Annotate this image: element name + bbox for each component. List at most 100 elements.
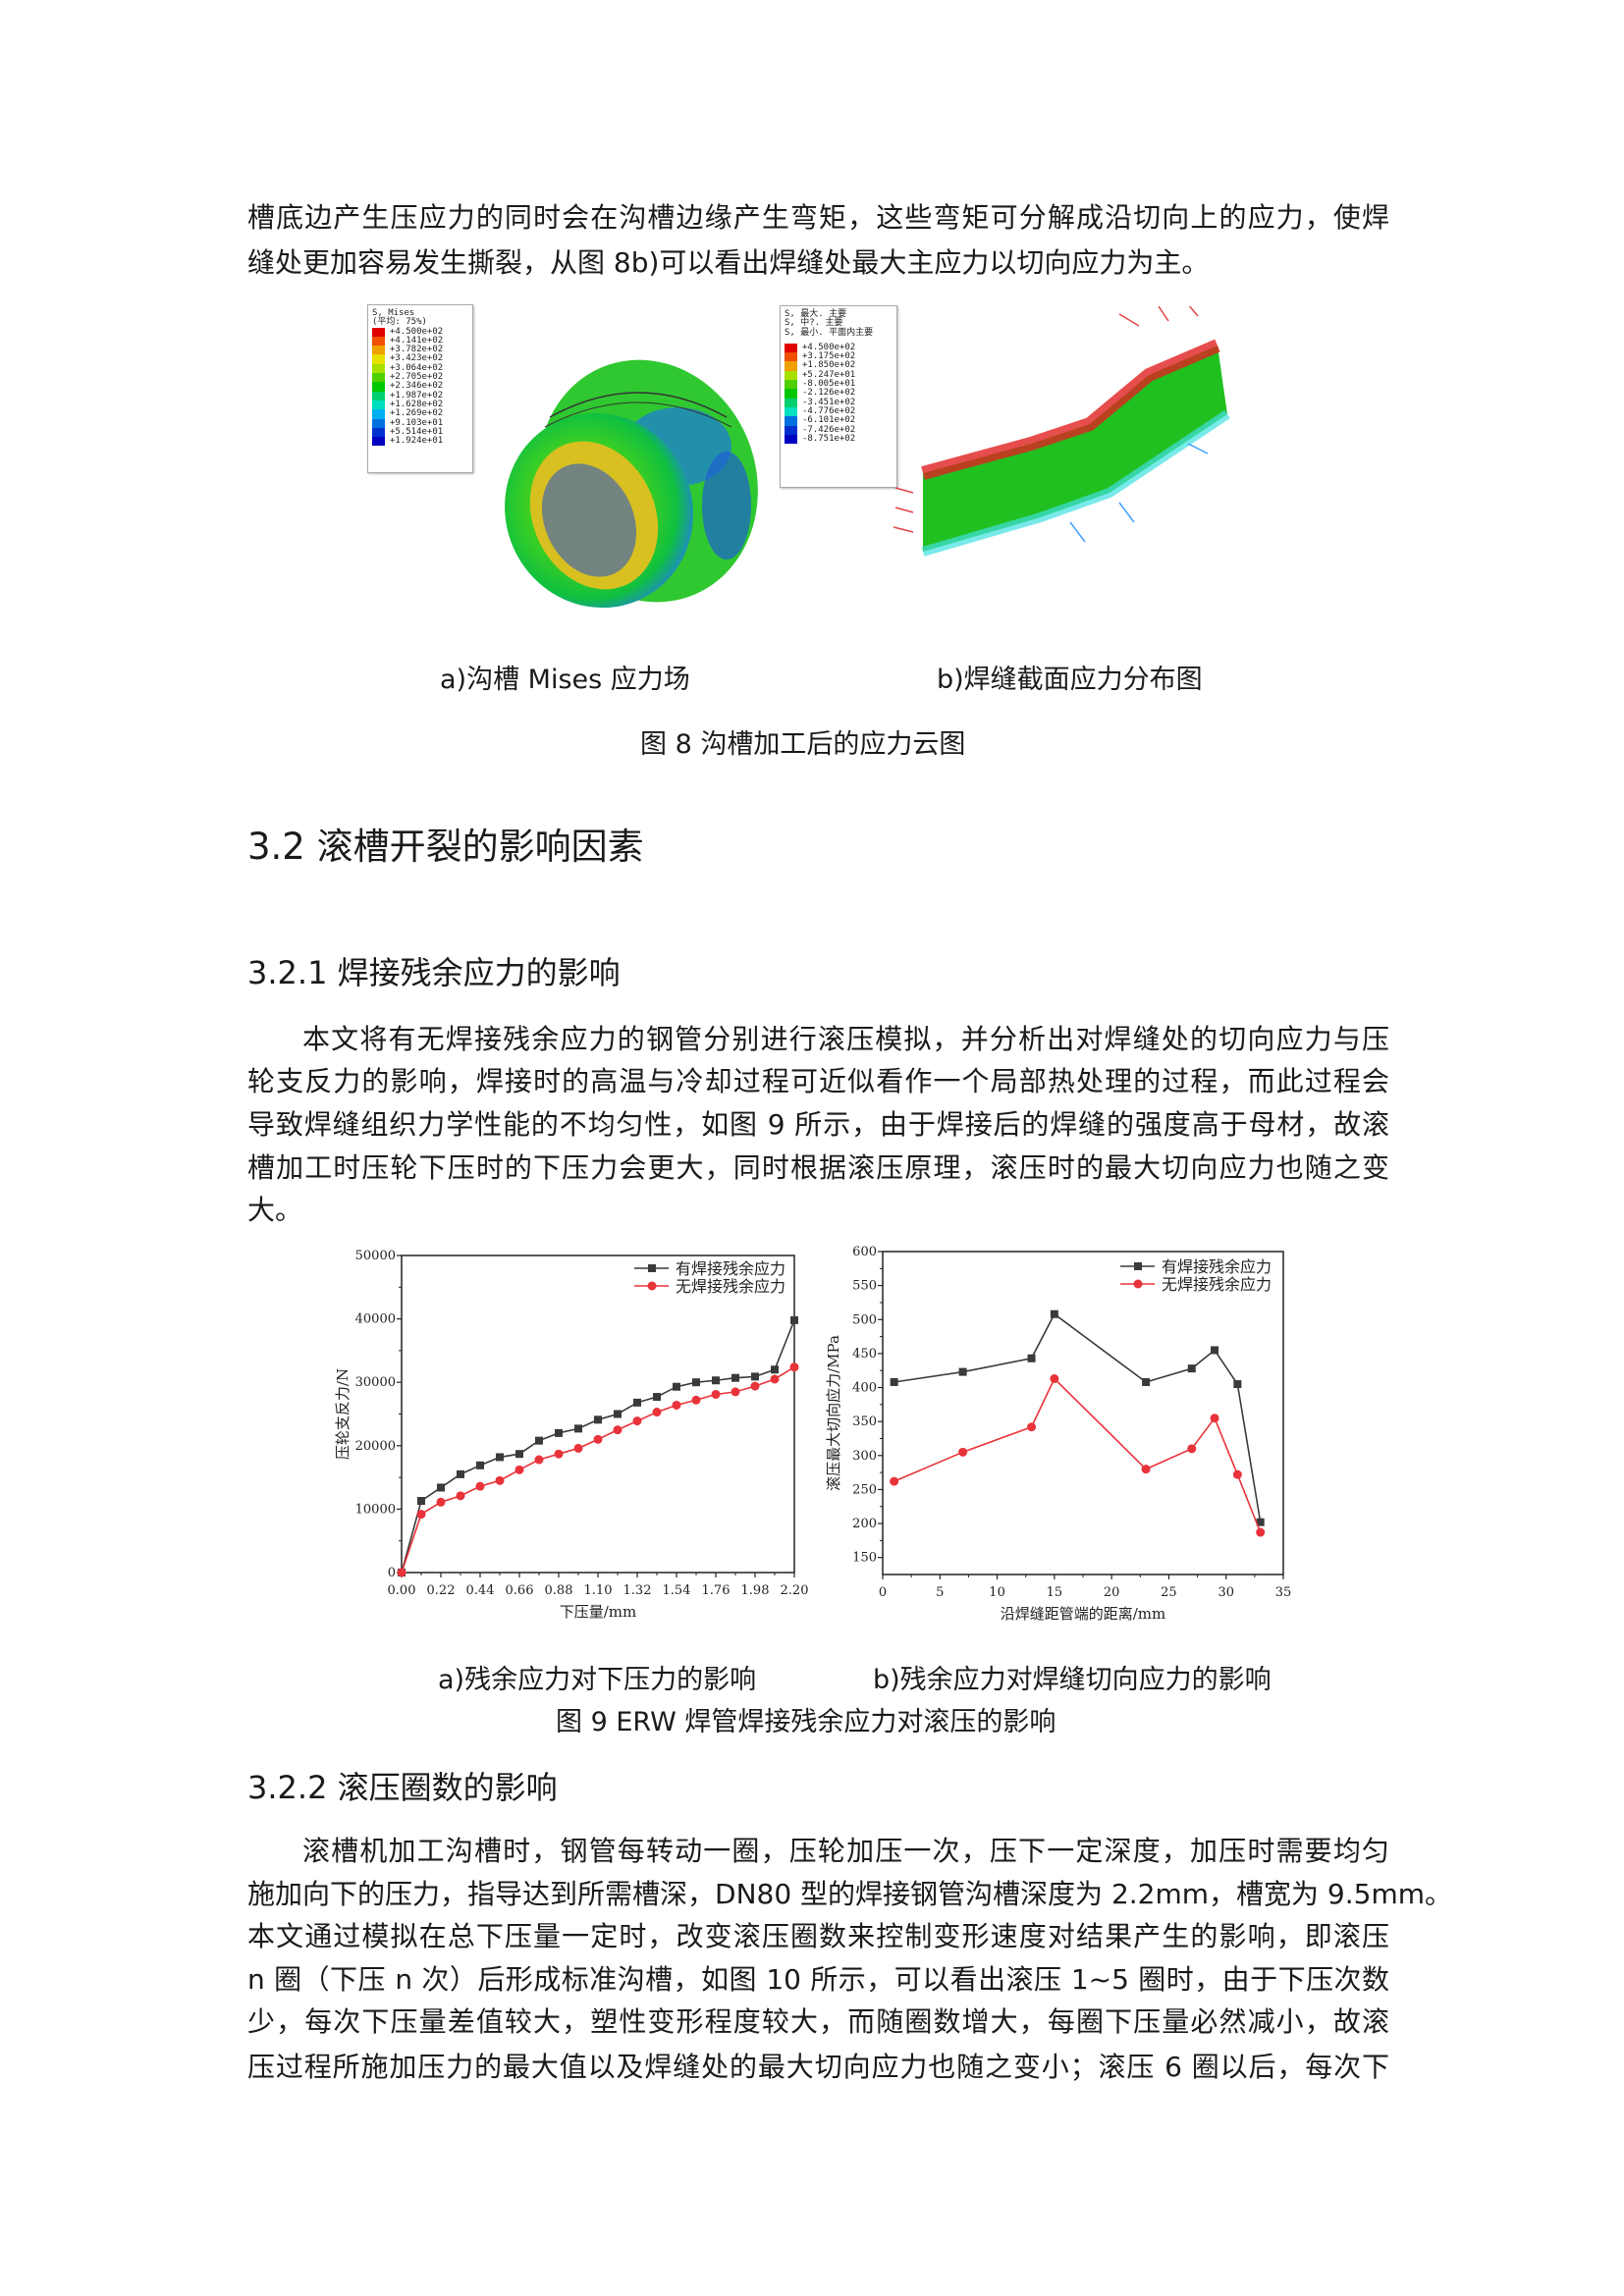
legend-value: +2.346e+02: [390, 381, 444, 392]
legend-row: -7.426e+02: [785, 424, 893, 435]
paragraph-line: 本文通过模拟在总下压量一定时，改变滚压圈数来控制变形速度对结果产生的影响，即滚压: [247, 1920, 1389, 1952]
data-point-square: [771, 1365, 779, 1374]
legend-swatch: [785, 406, 797, 417]
paragraph-line: 少，每次下压量差值较大，塑性变形程度较大，而随圈数增大，每圈下压量必然减小，故滚: [247, 2005, 1389, 2038]
paragraph-line: 槽加工时压轮下压时的下压力会更大，同时根据滚压原理，滚压时的最大切向应力也随之变: [247, 1151, 1389, 1184]
data-point-circle: [1027, 1422, 1037, 1432]
groove-mises-contour-image: [505, 359, 758, 609]
y-tick-label: 450: [852, 1347, 877, 1362]
x-tick-label: 0.00: [388, 1583, 416, 1598]
data-point-square: [1027, 1354, 1036, 1362]
series-line: [893, 1377, 1262, 1533]
data-point-circle: [397, 1568, 406, 1577]
data-point-circle: [789, 1362, 799, 1372]
legend-value: +9.103e+01: [390, 417, 444, 428]
plot-frame: [401, 1255, 795, 1574]
data-point-square: [594, 1415, 602, 1424]
x-tick-label: 1.10: [584, 1583, 613, 1598]
y-tick-label: 300: [852, 1449, 877, 1464]
legend-row: +9.103e+01: [372, 417, 468, 428]
y-tick-label: 550: [852, 1279, 877, 1294]
x-tick-label: 0: [879, 1585, 887, 1600]
data-point-square: [1233, 1380, 1242, 1389]
figure8-caption: 图 8 沟槽加工后的应力云图: [640, 729, 966, 760]
data-point-square: [731, 1373, 739, 1382]
section-heading: 3.2 滚槽开裂的影响因素: [247, 826, 644, 868]
y-tick-label: 200: [852, 1517, 877, 1531]
data-point-square: [437, 1483, 445, 1492]
data-point-circle: [495, 1475, 505, 1485]
legend-row: -3.451e+02: [785, 398, 893, 407]
data-point-circle: [534, 1455, 544, 1465]
y-tick-label: 20000: [355, 1439, 396, 1454]
figure9-caption-a: a)残余应力对下压力的影响: [438, 1665, 757, 1695]
data-point-circle: [1050, 1374, 1059, 1384]
legend-value: +2.705e+02: [390, 372, 444, 383]
legend-marker-square: [1134, 1262, 1142, 1270]
legend-row: -8.005e+01: [785, 379, 893, 390]
data-point-circle: [672, 1400, 681, 1410]
figure9-caption-b: b)残余应力对焊缝切向应力的影响: [873, 1665, 1272, 1695]
legend-label: 无焊接残余应力: [1162, 1275, 1272, 1294]
legend-swatch: [372, 409, 385, 419]
legend-value: +3.782e+02: [390, 345, 444, 355]
data-point-circle: [573, 1443, 583, 1453]
x-tick-label: 2.20: [781, 1583, 809, 1598]
legend-value: -8.005e+01: [802, 379, 856, 390]
legend-value: +4.141e+02: [390, 335, 444, 346]
legend-value: +3.423e+02: [390, 353, 444, 364]
data-point-square: [1256, 1518, 1265, 1526]
legend-row: +3.175e+02: [785, 351, 893, 362]
legend-label: 无焊接残余应力: [676, 1277, 785, 1296]
data-point-circle: [416, 1510, 426, 1520]
legend-row: +3.423e+02: [372, 353, 468, 364]
legend-marker-square: [648, 1264, 656, 1272]
legend-swatch: [372, 346, 385, 355]
legend-swatch: [372, 363, 385, 374]
data-point-circle: [475, 1481, 485, 1491]
weld-section-stress-vector-image: [893, 306, 1230, 557]
data-point-square: [574, 1424, 582, 1433]
data-point-square: [633, 1398, 641, 1407]
data-point-square: [712, 1376, 720, 1385]
legend-swatch: [372, 400, 385, 410]
legend-value: -8.751e+02: [802, 433, 856, 444]
principal-stress-legend: S, 最大. 主要 S, 中?. 主要 S, 最小. 平面内主要 +4.500e…: [780, 305, 897, 488]
x-tick-label: 1.98: [741, 1583, 770, 1598]
data-point-circle: [711, 1389, 721, 1399]
legend-row: +3.064e+02: [372, 363, 468, 374]
data-point-square: [790, 1315, 798, 1324]
data-point-square: [653, 1393, 661, 1402]
legend-title: S, Mises: [372, 308, 415, 318]
legend-marker-circle: [647, 1281, 657, 1291]
legend-row: -2.126e+02: [785, 388, 893, 399]
legend-value: +1.269e+02: [390, 408, 444, 419]
legend-value: +1.987e+02: [390, 390, 444, 400]
figure9-caption: 图 9 ERW 焊管焊接残余应力对滚压的影响: [556, 1707, 1056, 1737]
legend-value: +3.175e+02: [802, 351, 856, 362]
legend-title: S, 最小. 平面内主要: [785, 327, 874, 338]
paragraph-line: 施加向下的压力，指导达到所需槽深，DN80 型的焊接钢管沟槽深度为 2.2mm，…: [247, 1878, 1453, 1910]
x-tick-label: 20: [1104, 1585, 1120, 1600]
data-point-circle: [652, 1408, 662, 1417]
legend-value: -7.426e+02: [802, 424, 856, 435]
data-point-square: [1211, 1346, 1219, 1355]
legend-value: -2.126e+02: [802, 388, 856, 399]
data-point-square: [555, 1428, 563, 1437]
data-point-square: [535, 1436, 543, 1445]
legend-label: 有焊接残余应力: [1162, 1257, 1272, 1276]
data-point-square: [457, 1469, 464, 1478]
x-tick-label: 0.44: [466, 1583, 495, 1598]
legend-swatch: [785, 389, 797, 399]
legend-row: +1.850e+02: [785, 360, 893, 371]
legend-row: +4.500e+02: [372, 327, 468, 337]
legend-subtitle: (平均: 75%): [372, 317, 427, 328]
legend-row: +3.782e+02: [372, 345, 468, 355]
data-point-circle: [593, 1434, 603, 1444]
paragraph-line: 轮支反力的影响，焊接时的高温与冷却过程可近似看作一个局部热处理的过程，而此过程会: [247, 1065, 1389, 1097]
legend-value: +1.850e+02: [802, 360, 856, 371]
subsection-heading: 3.2.1 焊接残余应力的影响: [247, 954, 621, 991]
data-point-circle: [1141, 1465, 1151, 1474]
data-point-circle: [958, 1447, 968, 1457]
data-point-square: [751, 1372, 759, 1381]
